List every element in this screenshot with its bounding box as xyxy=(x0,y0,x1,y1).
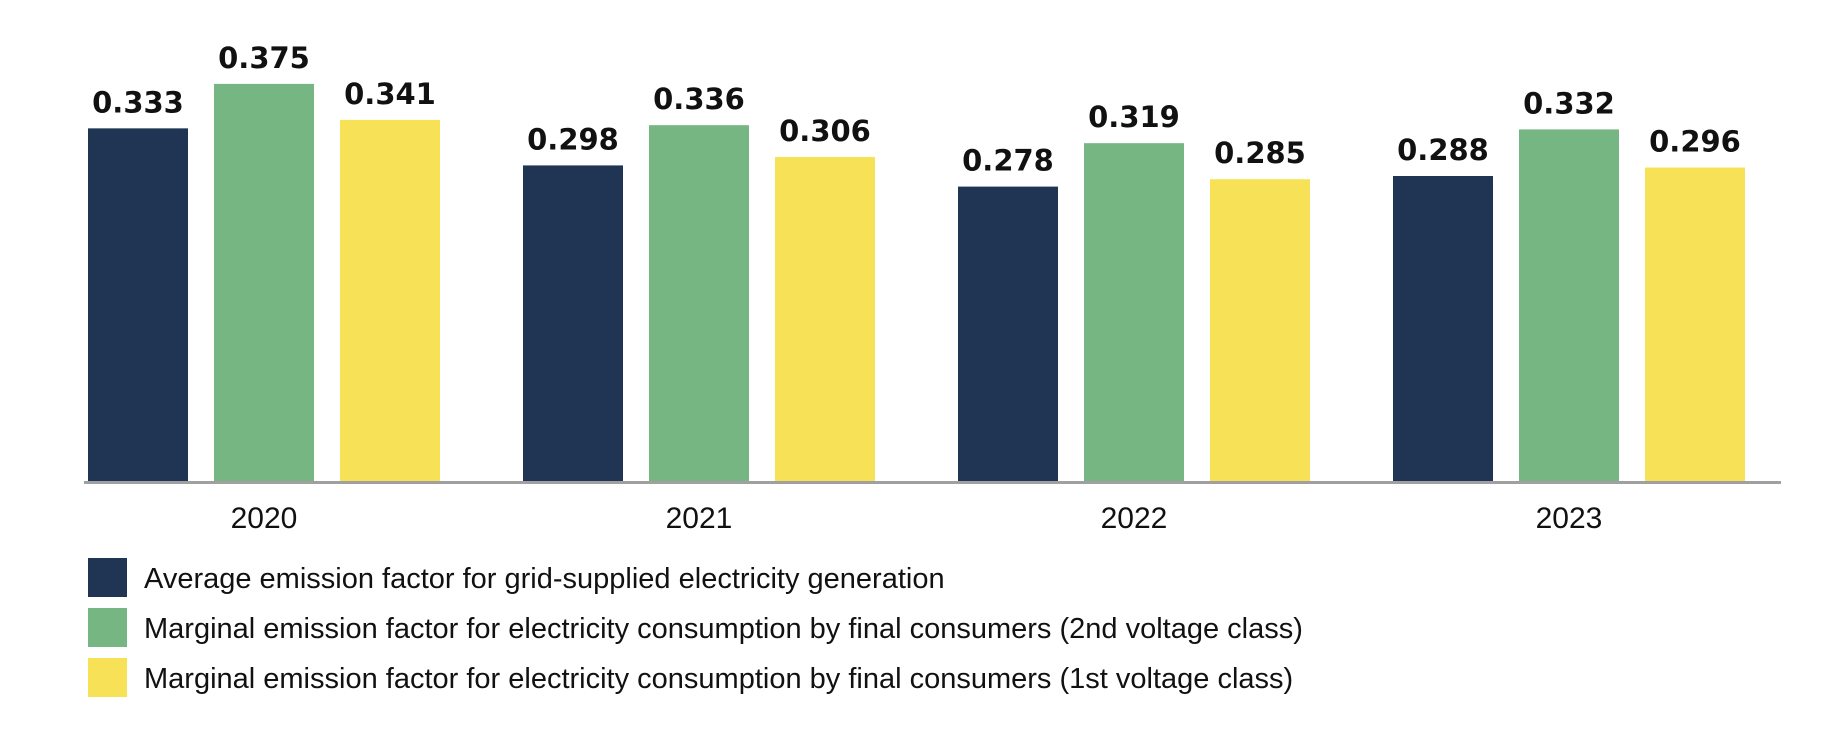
data-label: 0.333 xyxy=(92,85,184,119)
data-label: 0.336 xyxy=(653,82,745,116)
bar-2023-series-2 xyxy=(1519,129,1619,482)
x-tick-label: 2023 xyxy=(1536,502,1603,535)
bar-2022-series-3 xyxy=(1210,179,1310,481)
legend-swatch xyxy=(88,658,127,697)
bar-2020-series-2 xyxy=(214,83,314,481)
bar-2022-series-2 xyxy=(1084,143,1184,481)
legend-swatch xyxy=(88,608,127,647)
bar-2020-series-1 xyxy=(88,128,188,481)
data-label: 0.332 xyxy=(1523,86,1615,120)
bar-2023-series-3 xyxy=(1645,167,1745,481)
data-label: 0.375 xyxy=(218,41,310,75)
x-tick-label: 2021 xyxy=(666,502,733,535)
legend-swatch xyxy=(88,558,127,597)
bar-2020-series-3 xyxy=(340,119,440,482)
data-label: 0.285 xyxy=(1214,136,1306,170)
bar-2022-series-1 xyxy=(958,186,1058,481)
x-tick-label: 2020 xyxy=(231,502,298,535)
bar-2021-series-1 xyxy=(523,165,623,481)
x-tick-label: 2022 xyxy=(1101,502,1168,535)
data-label: 0.306 xyxy=(779,114,871,148)
data-label: 0.288 xyxy=(1397,133,1489,167)
data-label: 0.319 xyxy=(1088,100,1180,134)
data-label: 0.296 xyxy=(1649,125,1741,159)
bar-2021-series-2 xyxy=(649,125,749,482)
legend-label: Marginal emission factor for electricity… xyxy=(144,663,1293,695)
data-label: 0.341 xyxy=(344,77,436,111)
data-label: 0.298 xyxy=(527,122,619,156)
legend-label: Average emission factor for grid-supplie… xyxy=(144,563,945,595)
bar-2021-series-3 xyxy=(775,156,875,482)
data-label: 0.278 xyxy=(962,144,1054,178)
bar-2023-series-1 xyxy=(1393,176,1493,481)
legend-label: Marginal emission factor for electricity… xyxy=(144,613,1303,645)
